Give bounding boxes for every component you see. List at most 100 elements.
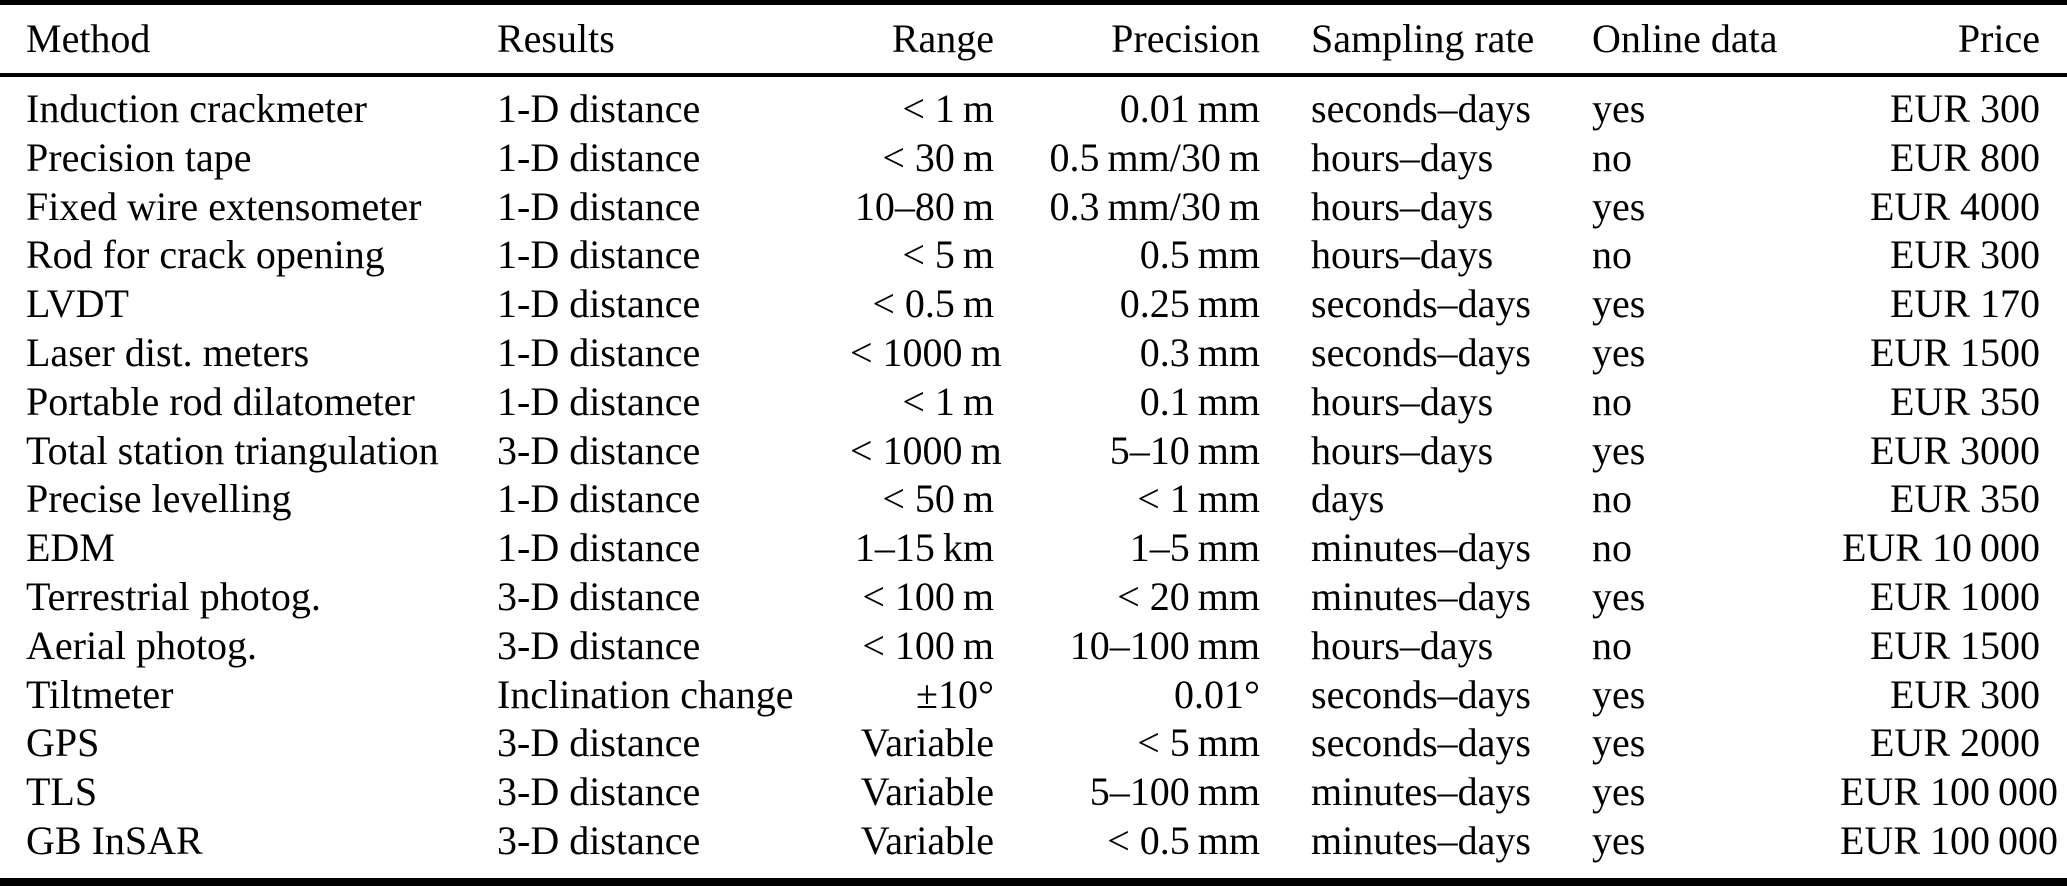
cell-method: Precision tape — [26, 134, 252, 180]
cell-precision: 1–5 mm — [1129, 525, 1260, 571]
table-row: Precise levelling 1-D distance < 50 m < … — [0, 475, 2067, 524]
cell-price: EUR 350 — [1890, 476, 2040, 522]
cell-online_data: no — [1592, 378, 1632, 424]
cell-online_data: yes — [1592, 769, 1646, 815]
cell-sampling_rate: hours–days — [1311, 427, 1494, 473]
cell-price: EUR 800 — [1890, 134, 2040, 180]
cell-sampling_rate: seconds–days — [1311, 281, 1531, 327]
cell-range: < 1000 m — [850, 329, 1002, 375]
cell-precision: 0.1 mm — [1139, 378, 1260, 424]
cell-method: GPS — [26, 720, 100, 766]
cell-results: 1-D distance — [497, 183, 701, 229]
table-body: Induction crackmeter 1-D distance < 1 m … — [0, 77, 2067, 878]
cell-results: 1-D distance — [497, 86, 701, 131]
cell-results: 3-D distance — [497, 622, 701, 668]
cell-range: Variable — [860, 769, 994, 815]
cell-sampling_rate: hours–days — [1311, 378, 1494, 424]
cell-method: Terrestrial photog. — [26, 573, 321, 619]
cell-method: Aerial photog. — [26, 622, 258, 668]
cell-method: Precise levelling — [26, 476, 292, 522]
cell-precision: 0.5 mm/30 m — [1049, 134, 1260, 180]
column-header-range: Range — [891, 15, 994, 61]
table-row: GPS 3-D distance Variable < 5 mm seconds… — [0, 719, 2067, 768]
table-row: Aerial photog. 3-D distance < 100 m 10–1… — [0, 622, 2067, 671]
table-header-row: Method Results Range Precision Sampling … — [0, 5, 2067, 73]
cell-online_data: yes — [1592, 281, 1646, 327]
cell-online_data: yes — [1592, 427, 1646, 473]
cell-results: 1-D distance — [497, 281, 701, 327]
cell-precision: 0.5 mm — [1139, 232, 1260, 278]
cell-results: 3-D distance — [497, 769, 701, 815]
cell-precision: < 0.5 mm — [1107, 817, 1260, 863]
cell-sampling_rate: hours–days — [1311, 134, 1494, 180]
cell-price: EUR 350 — [1890, 378, 2040, 424]
cell-sampling_rate: hours–days — [1311, 232, 1494, 278]
cell-range: ±10° — [916, 671, 994, 717]
cell-range: 1–15 km — [854, 525, 994, 571]
cell-method: TLS — [26, 769, 98, 815]
cell-precision: 10–100 mm — [1069, 622, 1260, 668]
cell-online_data: no — [1592, 232, 1632, 278]
cell-range: < 30 m — [882, 134, 994, 180]
cell-online_data: yes — [1592, 183, 1646, 229]
column-header-method: Method — [26, 15, 151, 61]
cell-method: GB InSAR — [26, 817, 203, 863]
cell-results: 3-D distance — [497, 817, 701, 863]
cell-sampling_rate: seconds–days — [1311, 720, 1531, 766]
cell-sampling_rate: seconds–days — [1311, 86, 1531, 131]
cell-results: 3-D distance — [497, 427, 701, 473]
cell-price: EUR 3000 — [1870, 427, 2040, 473]
column-header-price: Price — [1957, 15, 2040, 61]
cell-price: EUR 1500 — [1870, 622, 2040, 668]
cell-range: Variable — [860, 817, 994, 863]
cell-method: Tiltmeter — [26, 671, 174, 717]
cell-results: 1-D distance — [497, 476, 701, 522]
table-row: Rod for crack opening 1-D distance < 5 m… — [0, 231, 2067, 280]
cell-range: < 100 m — [862, 622, 994, 668]
cell-results: 1-D distance — [497, 525, 701, 571]
cell-results: 1-D distance — [497, 329, 701, 375]
table-row: TLS 3-D distance Variable 5–100 mm minut… — [0, 768, 2067, 817]
cell-online_data: yes — [1592, 671, 1646, 717]
cell-price: EUR 100 000 — [1840, 769, 2059, 815]
cell-precision: < 1 mm — [1137, 476, 1260, 522]
cell-method: Portable rod dilatometer — [26, 378, 415, 424]
cell-results: 1-D distance — [497, 134, 701, 180]
table-row: Fixed wire extensometer 1-D distance 10–… — [0, 183, 2067, 232]
cell-sampling_rate: minutes–days — [1311, 573, 1531, 619]
cell-sampling_rate: minutes–days — [1311, 769, 1531, 815]
cell-price: EUR 4000 — [1870, 183, 2040, 229]
cell-price: EUR 300 — [1890, 86, 2040, 131]
cell-range: < 50 m — [882, 476, 994, 522]
column-header-precision: Precision — [1111, 15, 1260, 61]
cell-sampling_rate: days — [1311, 476, 1385, 522]
table-row: Tiltmeter Inclination change ±10° 0.01° … — [0, 671, 2067, 720]
cell-online_data: no — [1592, 134, 1632, 180]
cell-precision: 5–100 mm — [1089, 769, 1260, 815]
cell-precision: 0.3 mm/30 m — [1049, 183, 1260, 229]
cell-method: EDM — [26, 525, 115, 571]
column-header-online-data: Online data — [1592, 15, 1778, 61]
cell-range: < 100 m — [862, 573, 994, 619]
table-row: LVDT 1-D distance < 0.5 m 0.25 mm second… — [0, 280, 2067, 329]
cell-results: 3-D distance — [497, 720, 701, 766]
column-header-results: Results — [497, 15, 615, 61]
cell-results: 1-D distance — [497, 232, 701, 278]
cell-price: EUR 2000 — [1870, 720, 2040, 766]
table-bottom-rule — [0, 877, 2067, 886]
cell-range: < 0.5 m — [872, 281, 994, 327]
cell-results: 1-D distance — [497, 378, 701, 424]
cell-online_data: yes — [1592, 817, 1646, 863]
cell-sampling_rate: minutes–days — [1311, 525, 1531, 571]
cell-range: < 1000 m — [850, 427, 1002, 473]
cell-sampling_rate: hours–days — [1311, 183, 1494, 229]
cell-price: EUR 100 000 — [1840, 817, 2059, 863]
table-row: EDM 1-D distance 1–15 km 1–5 mm minutes–… — [0, 524, 2067, 573]
table-row: GB InSAR 3-D distance Variable < 0.5 mm … — [0, 817, 2067, 866]
cell-range: Variable — [860, 720, 994, 766]
cell-method: LVDT — [26, 281, 129, 327]
cell-online_data: no — [1592, 622, 1632, 668]
table-row: Portable rod dilatometer 1-D distance < … — [0, 378, 2067, 427]
table-row: Terrestrial photog. 3-D distance < 100 m… — [0, 573, 2067, 622]
